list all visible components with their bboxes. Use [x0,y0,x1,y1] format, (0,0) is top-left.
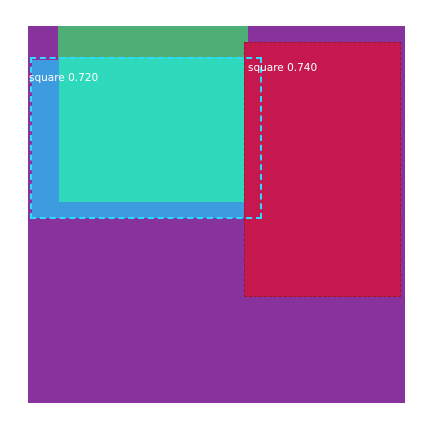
image-canvas: square 0.720 square 0.740 [28,26,405,403]
detection-label-crimson: square 0.740 [248,62,318,74]
detection-box-square [30,57,262,219]
detection-label-teal: square 0.720 [29,72,99,84]
crimson-square [244,42,401,297]
teal-square [59,57,246,202]
